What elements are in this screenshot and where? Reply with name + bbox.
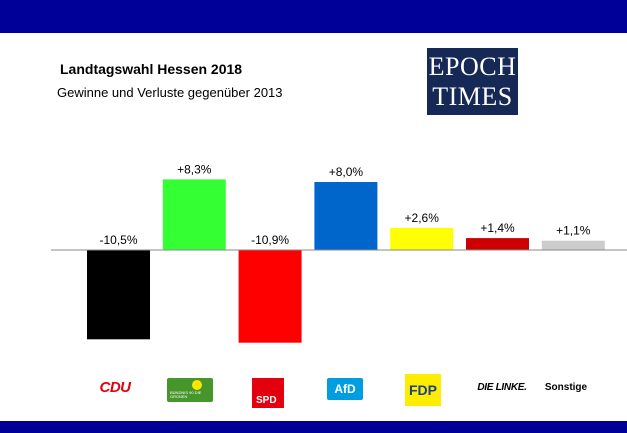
fdp-logo: FDP — [405, 374, 441, 406]
value-label: +2,6% — [405, 211, 440, 225]
spd-logo: SPD — [252, 378, 284, 408]
die-linke-logo-text: DIE LINKE. — [477, 381, 527, 393]
sunflower-icon — [192, 380, 202, 390]
value-label: +1,4% — [480, 221, 515, 235]
value-label: +8,0% — [329, 165, 364, 179]
sonstige-label: Sonstige — [538, 372, 594, 402]
bar-fdp — [390, 227, 454, 250]
cdu-logo-text: CDU — [99, 378, 132, 396]
value-label: -10,9% — [251, 233, 289, 247]
logo-line-1: EPOCH — [428, 51, 517, 81]
spd-logo-text: SPD — [256, 395, 277, 406]
gruene-logo-text: BÜNDNIS 90 DIE GRÜNEN — [170, 390, 202, 399]
gruene-logo: BÜNDNIS 90 DIE GRÜNEN — [167, 378, 213, 402]
bar-afd — [314, 182, 378, 250]
bar-die-linke — [466, 238, 529, 250]
value-label: +1,1% — [556, 224, 591, 238]
afd-logo-text: AfD — [334, 382, 356, 396]
sonstige-label-text: Sonstige — [544, 381, 588, 393]
bar-spd — [238, 250, 302, 343]
bar-cdu — [87, 250, 150, 340]
epoch-times-logo: EPOCH TIMES — [427, 48, 518, 115]
afd-logo: AfD — [327, 378, 363, 400]
logo-line-2: TIMES — [432, 81, 513, 111]
chart-subtitle: Gewinne und Verluste gegenüber 2013 — [57, 85, 283, 100]
die-linke-logo: DIE LINKE. — [472, 372, 532, 402]
bar-grüne — [162, 179, 226, 250]
cdu-logo: CDU — [87, 372, 143, 402]
value-label: +8,3% — [177, 162, 212, 176]
value-label: -10,5% — [99, 233, 137, 247]
chart-title: Landtagswahl Hessen 2018 — [60, 61, 243, 77]
bar-sonstige — [541, 240, 605, 251]
fdp-logo-text: FDP — [409, 382, 437, 398]
bottom-banner — [0, 421, 627, 433]
top-banner — [0, 0, 627, 33]
